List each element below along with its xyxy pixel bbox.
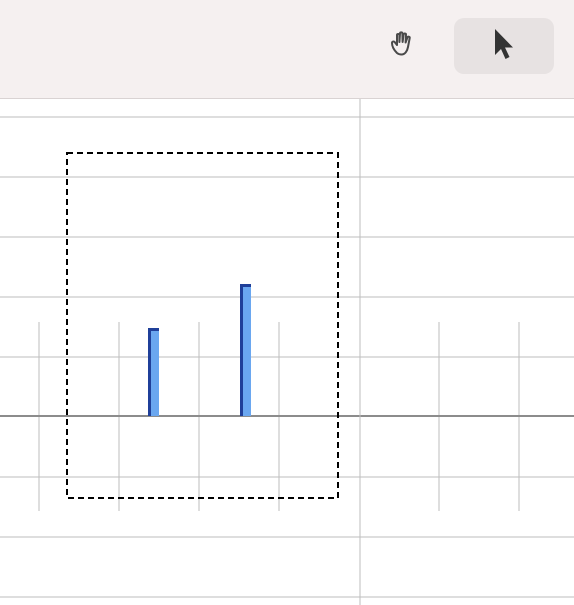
bar[interactable] xyxy=(148,328,159,416)
canvas[interactable] xyxy=(0,99,574,605)
hand-tool-button[interactable] xyxy=(353,18,453,74)
selection-box[interactable] xyxy=(66,152,339,499)
pointer-tool-button[interactable] xyxy=(454,18,554,74)
canvas-drawing xyxy=(0,99,574,605)
bar[interactable] xyxy=(240,284,251,416)
hand-icon xyxy=(385,26,421,66)
pointer-icon xyxy=(486,24,522,68)
toolbar xyxy=(0,0,574,99)
